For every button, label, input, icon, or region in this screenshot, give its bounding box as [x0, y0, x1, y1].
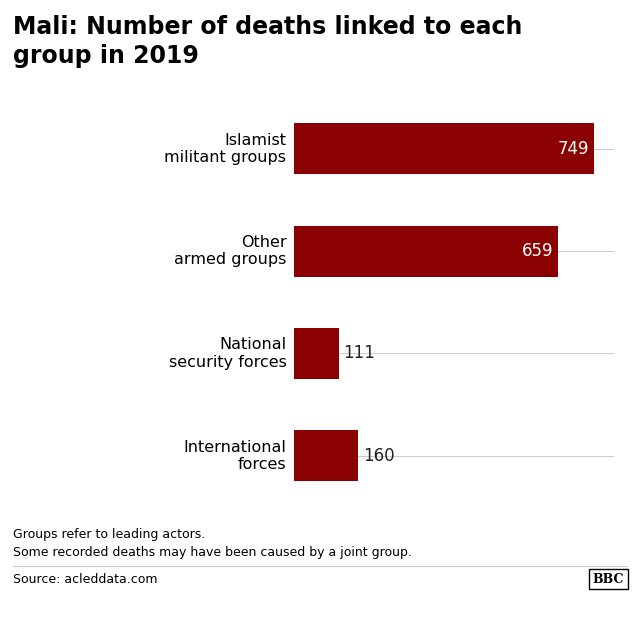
Text: 749: 749: [557, 140, 589, 158]
Bar: [294, 430, 358, 481]
Text: Groups refer to leading actors.: Groups refer to leading actors.: [13, 528, 205, 540]
Text: 111: 111: [344, 344, 376, 363]
Text: Some recorded deaths may have been caused by a joint group.: Some recorded deaths may have been cause…: [13, 546, 412, 559]
Bar: [294, 328, 339, 379]
Text: BBC: BBC: [593, 573, 624, 586]
Bar: [294, 123, 594, 175]
Text: Other
armed groups: Other armed groups: [174, 235, 287, 267]
Text: Mali: Number of deaths linked to each
group in 2019: Mali: Number of deaths linked to each gr…: [13, 15, 522, 68]
Bar: [294, 226, 558, 277]
Text: 659: 659: [522, 242, 553, 260]
Text: 160: 160: [364, 447, 395, 465]
Text: International
forces: International forces: [184, 440, 287, 472]
Text: Islamist
militant groups: Islamist militant groups: [164, 133, 287, 165]
Text: National
security forces: National security forces: [168, 337, 287, 370]
Text: Source: acleddata.com: Source: acleddata.com: [13, 573, 157, 586]
